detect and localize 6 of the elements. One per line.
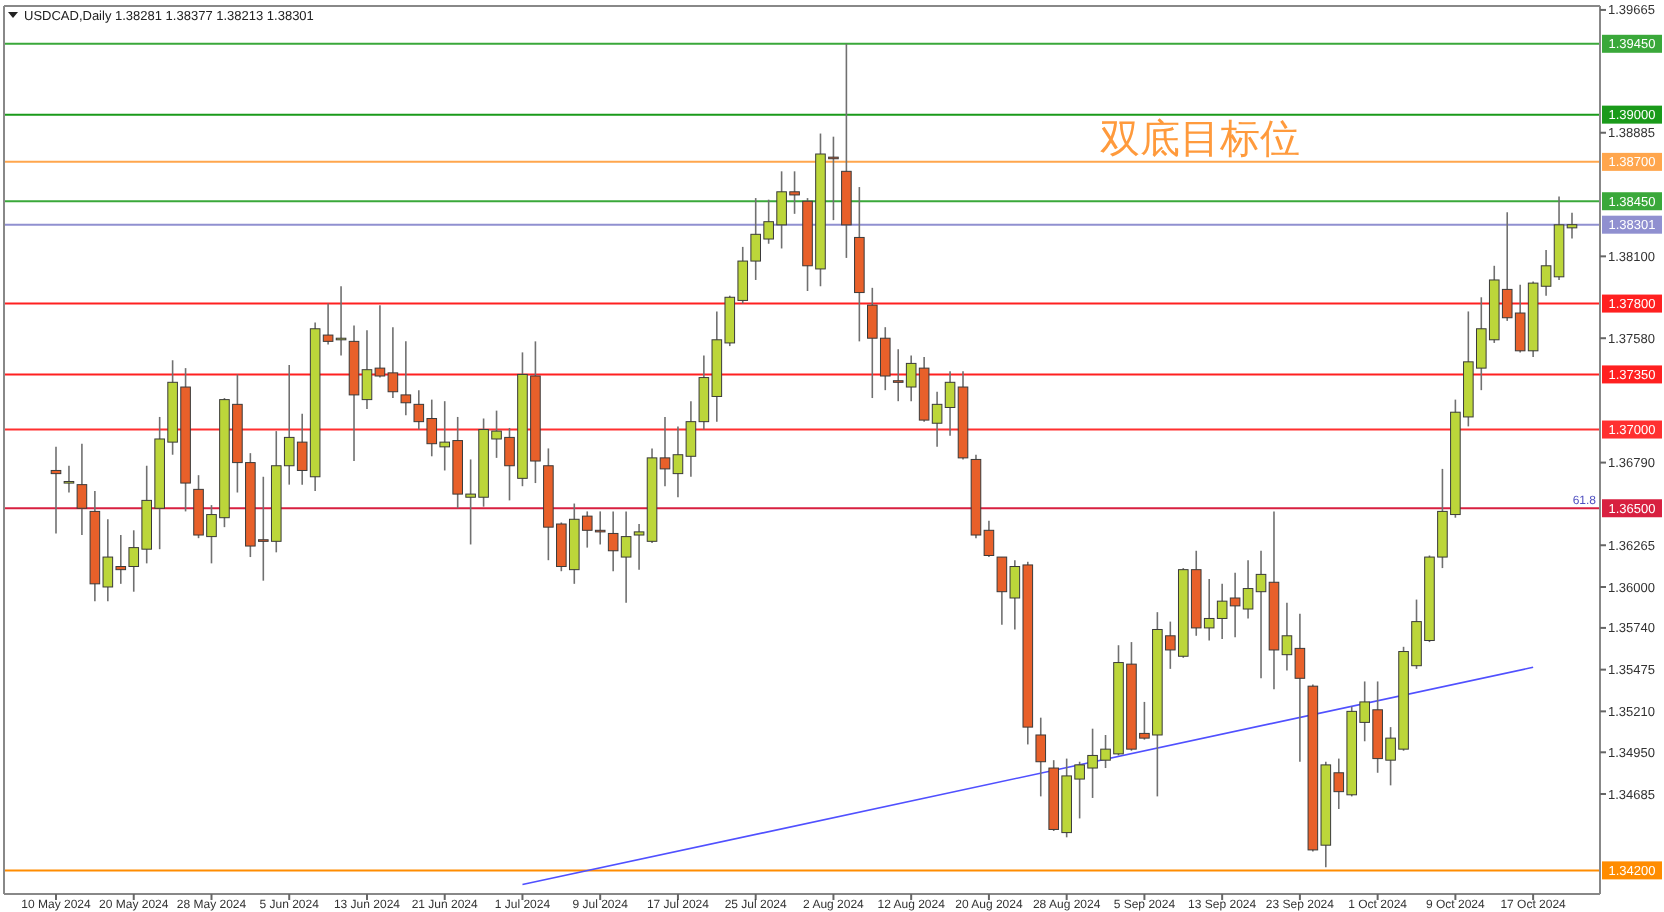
candlestick: [400, 340, 412, 417]
annotation: 双底目标位: [1100, 113, 1300, 162]
candlestick: [63, 464, 75, 494]
candlestick: [50, 446, 62, 535]
candlestick: [76, 442, 88, 536]
candlestick: [1035, 716, 1047, 798]
